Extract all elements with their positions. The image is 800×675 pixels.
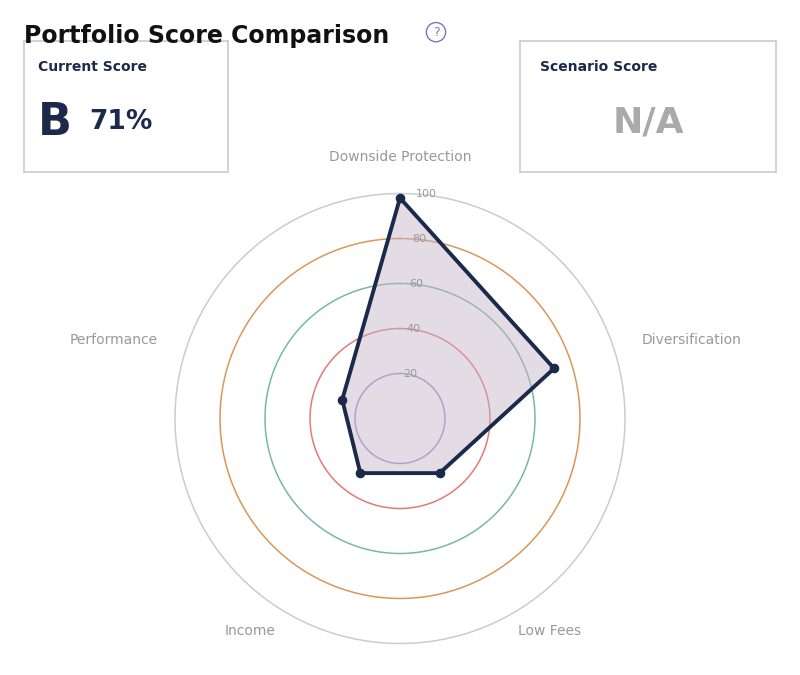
Text: Scenario Score: Scenario Score (541, 60, 658, 74)
Text: Performance: Performance (70, 333, 158, 347)
Text: Current Score: Current Score (38, 60, 147, 74)
Point (548, 363, 561, 374)
Text: ?: ? (433, 26, 439, 38)
Text: Downside Protection: Downside Protection (329, 151, 471, 164)
Text: N/A: N/A (612, 105, 684, 139)
Text: 80: 80 (413, 234, 426, 244)
Text: Diversification: Diversification (642, 333, 742, 347)
Text: 40: 40 (406, 324, 421, 333)
Point (394, 192, 406, 203)
Text: 60: 60 (410, 279, 423, 289)
Text: Portfolio Score Comparison: Portfolio Score Comparison (24, 24, 390, 48)
Point (336, 394, 349, 405)
Text: 100: 100 (416, 189, 437, 199)
Point (354, 468, 366, 479)
Point (434, 468, 446, 479)
Text: 71%: 71% (90, 109, 153, 135)
Text: Income: Income (225, 624, 276, 638)
Text: B: B (38, 101, 72, 144)
Text: Low Fees: Low Fees (518, 624, 581, 638)
Polygon shape (342, 198, 554, 473)
Text: 20: 20 (403, 369, 418, 379)
